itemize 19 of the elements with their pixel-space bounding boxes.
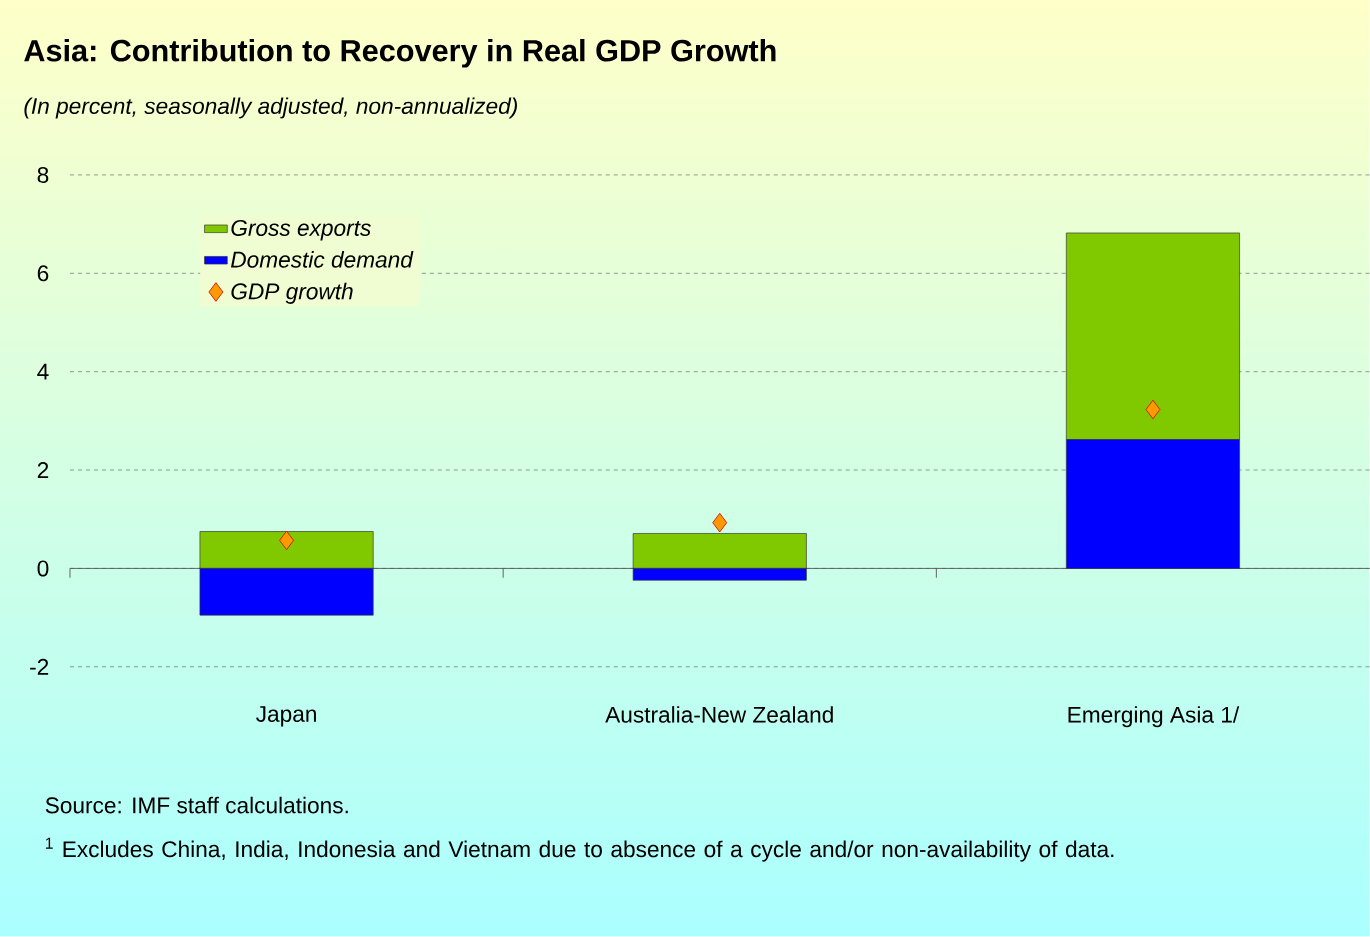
x-tick-label: Japan	[256, 706, 316, 727]
chart-subtitle: (In percent, seasonally adjusted, non-annualized)	[24, 97, 517, 119]
legend-label: GDP growth	[231, 282, 353, 305]
y-tick-label: 2	[37, 462, 49, 479]
point	[279, 530, 294, 551]
chart-title: Asia: Contribution to Recovery in Real GDP Growth	[24, 39, 776, 68]
legend-label: Domestic demand	[230, 251, 414, 268]
y-tick-label: -2	[30, 659, 49, 675]
point	[1145, 399, 1161, 420]
x-tick-label: Australia-New Zealand	[605, 706, 833, 723]
y-tick-label: 6	[37, 265, 49, 282]
y-tick-label: 0	[37, 560, 49, 577]
point	[712, 513, 728, 533]
text: $^{1}$ Excludes China, India, Indonesia and Vietnam due to absence of a cycle and/or non-availability of data.	[45, 837, 1114, 862]
y-tick-label: 4	[37, 364, 49, 380]
source-note: Source: IMF staff calculations.	[45, 796, 348, 814]
y-tick-label: 8	[37, 167, 49, 184]
legend-label: Gross exports	[231, 220, 371, 241]
x-tick-label: Emerging Asia 1/	[1068, 706, 1240, 728]
